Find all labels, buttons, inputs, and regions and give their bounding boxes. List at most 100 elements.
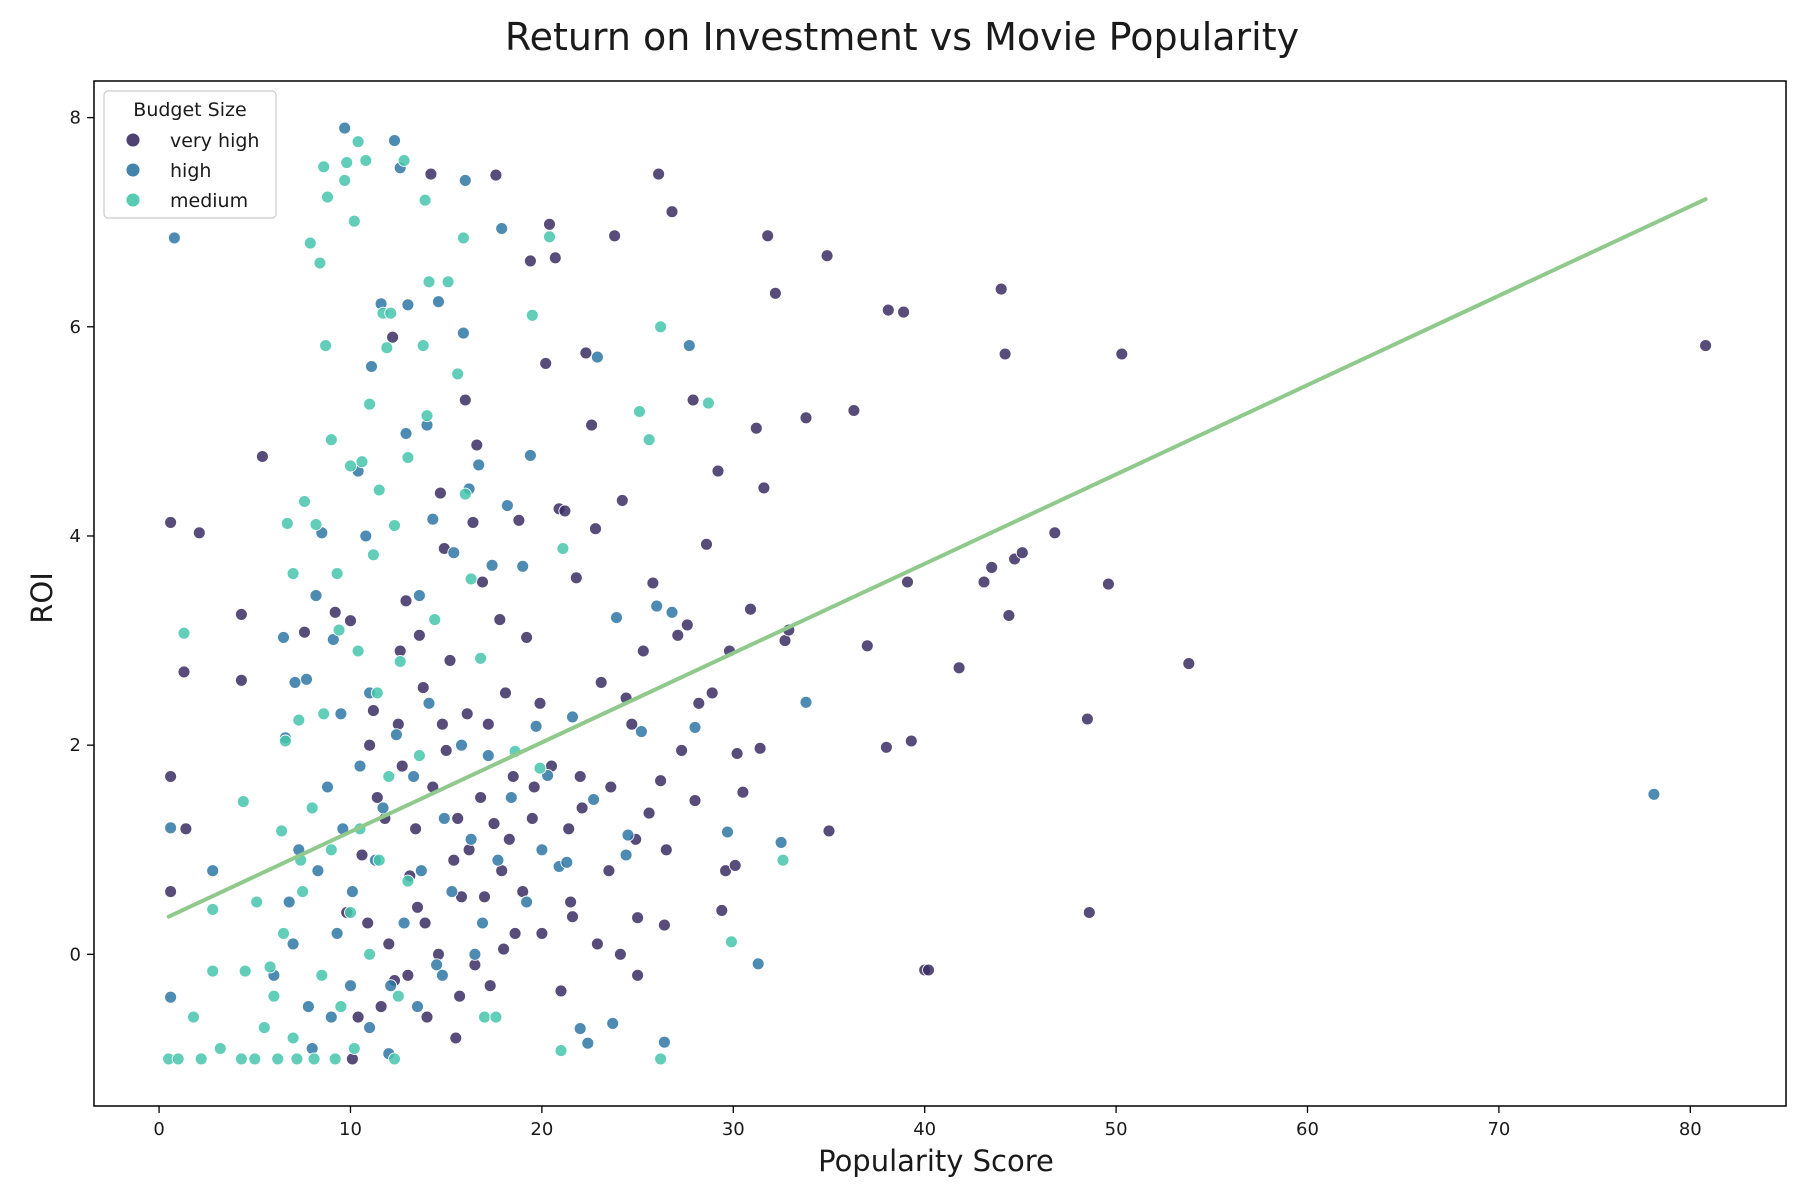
scatter-point-medium [234, 1052, 248, 1066]
x-tick-label: 10 [339, 1119, 362, 1140]
scatter-point-very-high [409, 822, 423, 836]
scatter-point-medium [338, 173, 352, 187]
scatter-point-medium [177, 626, 191, 640]
scatter-point-medium [380, 341, 394, 355]
scatter-point-very-high [665, 205, 679, 219]
scatter-point-medium [286, 567, 300, 581]
scatter-point-very-high [255, 450, 269, 463]
scatter-point-very-high [977, 575, 991, 589]
scatter-point-medium [250, 895, 264, 909]
scatter-point-very-high [1082, 906, 1096, 919]
scatter-point-medium [393, 655, 407, 668]
scatter-point-very-high [366, 704, 380, 718]
scatter-point-medium [303, 236, 317, 250]
scatter-point-very-high [298, 625, 311, 639]
scatter-point-very-high [652, 167, 666, 181]
scatter-point-very-high [432, 947, 445, 961]
scatter-point-medium [372, 483, 386, 497]
scatter-point-high [456, 326, 470, 340]
scatter-point-very-high [497, 942, 511, 956]
scatter-point-high [751, 957, 765, 971]
scatter-point-high [164, 821, 178, 835]
scatter-point-very-high [487, 817, 501, 831]
scatter-point-medium [543, 230, 556, 244]
scatter-point-medium [319, 339, 333, 353]
scatter-point-high [301, 1000, 315, 1014]
scatter-point-very-high [631, 911, 645, 925]
scatter-point-very-high [562, 822, 576, 836]
scatter-point-medium [420, 409, 434, 423]
scatter-point-very-high [686, 393, 700, 407]
scatter-point-very-high [420, 1010, 434, 1024]
legend: Budget Size very high high medium [103, 90, 277, 219]
scatter-point-very-high [418, 916, 432, 930]
chart-title: Return on Investment vs Movie Popularity [505, 15, 1299, 59]
scatter-point-very-high [985, 560, 999, 574]
scatter-point-high [288, 675, 302, 689]
scatter-point-very-high [481, 717, 495, 731]
scatter-point-medium [401, 451, 415, 464]
legend-box [103, 90, 277, 219]
x-tick-label: 40 [913, 1119, 936, 1140]
scatter-point-medium [275, 824, 289, 838]
scatter-point-very-high [952, 661, 966, 675]
scatter-point-very-high [535, 926, 549, 940]
scatter-point-high [610, 611, 623, 625]
scatter-point-medium [334, 1000, 348, 1014]
scatter-point-very-high [344, 614, 357, 628]
scatter-point-medium [474, 651, 488, 665]
scatter-point-medium [267, 989, 281, 1003]
scatter-point-high [344, 979, 357, 993]
y-tick-label: 4 [70, 526, 81, 547]
scatter-point-high [365, 360, 378, 373]
scatter-point-very-high [711, 464, 725, 478]
y-tick-label: 6 [70, 317, 81, 338]
scatter-point-medium [317, 160, 331, 174]
scatter-point-very-high [879, 740, 893, 754]
scatter-point-very-high [564, 895, 578, 909]
scatter-point-high [388, 134, 401, 148]
scatter-point-high [447, 546, 461, 560]
scatter-point-medium [351, 135, 365, 149]
scatter-point-very-high [462, 843, 476, 857]
scatter-point-very-high [757, 481, 771, 495]
scatter-point-very-high [391, 717, 405, 731]
legend-entries: very high high medium [125, 130, 259, 212]
scatter-point-medium [458, 487, 472, 501]
scatter-point-medium [280, 516, 294, 530]
trend-line [166, 197, 1708, 919]
scatter-point-medium [451, 367, 465, 381]
scatter-point-high [389, 728, 403, 742]
scatter-point-medium [278, 734, 292, 748]
scatter-point-very-high [1182, 657, 1196, 671]
scatter-point-medium [315, 968, 329, 982]
scatter-point-medium [428, 613, 442, 627]
scatter-point-very-high [636, 644, 650, 658]
scatter-point-very-high [164, 515, 178, 529]
scatter-point-very-high [558, 504, 572, 518]
scatter-point-high [1647, 787, 1661, 801]
scatter-point-medium [397, 154, 411, 167]
scatter-point-very-high [753, 741, 767, 755]
scatter-point-medium [633, 405, 646, 418]
scatter-point-very-high [525, 811, 539, 825]
scatter-point-medium [307, 1052, 321, 1066]
scatter-point-medium [464, 572, 478, 586]
scatter-point-high [305, 1042, 319, 1055]
scatter-point-very-high [527, 780, 541, 794]
scatter-point-very-high [179, 822, 193, 836]
scatter-point-very-high [602, 864, 616, 878]
scatter-point-high [407, 770, 421, 783]
scatter-point-very-high [1015, 546, 1029, 560]
scatter-point-very-high [761, 229, 775, 243]
scatter-point-high [566, 710, 579, 724]
scatter-point-medium [347, 1042, 361, 1055]
scatter-point-very-high [177, 665, 191, 679]
scatter-point-high [721, 825, 734, 839]
scatter-point-medium [305, 801, 319, 815]
scatter-point-very-high [539, 356, 553, 370]
scatter-point-high [657, 1035, 671, 1049]
scatter-point-very-high [493, 613, 507, 627]
scatter-point-very-high [453, 989, 467, 1003]
scatter-point-medium [556, 542, 570, 555]
